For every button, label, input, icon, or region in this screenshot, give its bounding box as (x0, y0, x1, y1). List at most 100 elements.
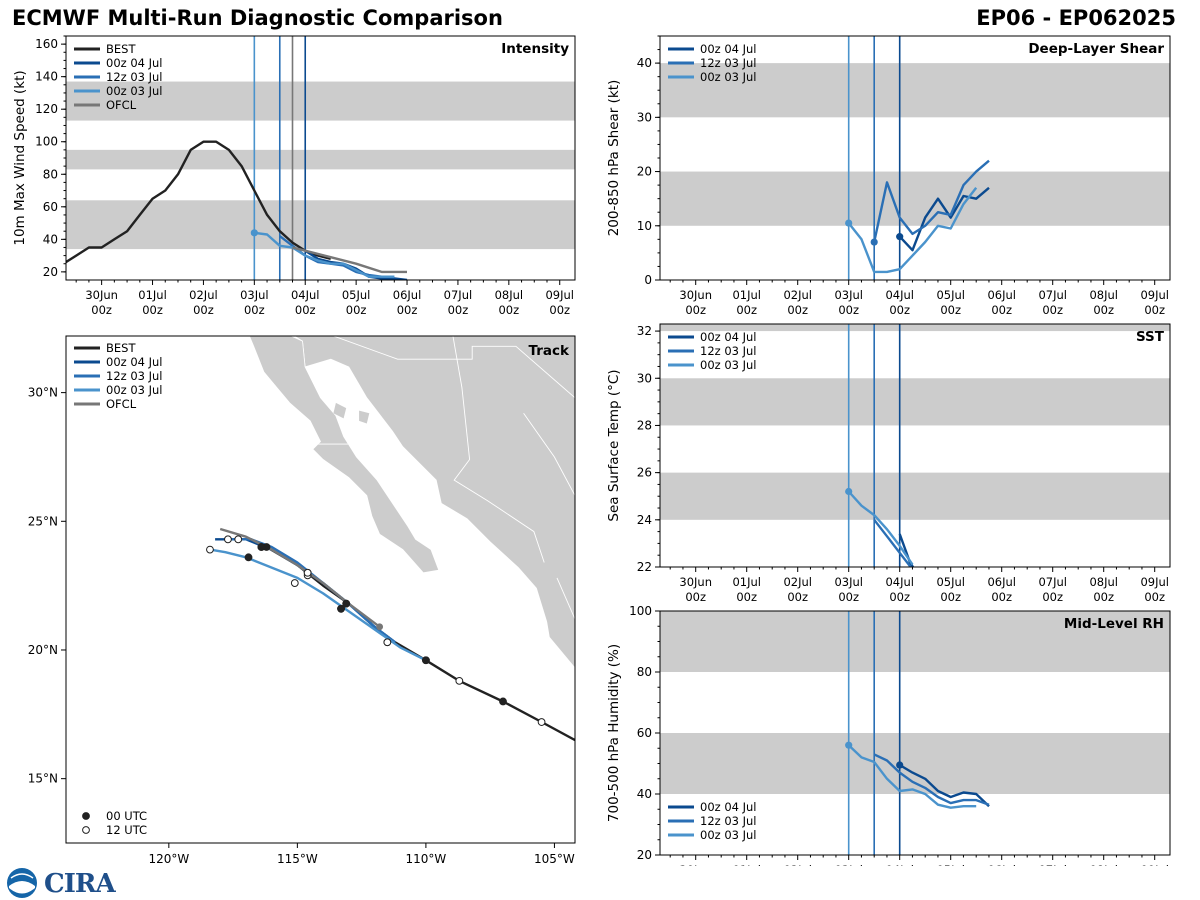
y-axis-label: 10m Max Wind Speed (kt) (12, 70, 28, 245)
x-tick-label-hour: 00z (244, 303, 265, 317)
axes-frame (65, 335, 576, 844)
x-tick-label-day: 08Jul (1089, 288, 1118, 302)
x-tick-label-day: 02Jul (783, 863, 812, 866)
track-position-marker (206, 545, 214, 554)
x-tick-label-day: 04Jul (885, 575, 914, 589)
y-tick-label: 0 (644, 273, 652, 287)
x-tick-label-day: 08Jul (1089, 863, 1118, 866)
y-tick-label: 60 (43, 200, 58, 214)
storm-id-title: EP06 - EP062025 (976, 6, 1176, 30)
x-tick-label-day: 06Jul (987, 575, 1016, 589)
sst-panel: 22242628303230Jun00z01Jul00z02Jul00z03Ju… (606, 323, 1171, 604)
x-tick-label: 115°W (277, 852, 318, 866)
x-tick-label: 110°W (406, 852, 447, 866)
series-line-00z-04-jul (304, 249, 408, 280)
x-tick-label-day: 02Jul (783, 288, 812, 302)
x-tick-label-day: 03Jul (240, 288, 269, 302)
x-tick-label: 120°W (148, 852, 189, 866)
map-area (206, 336, 575, 742)
series-start-marker (845, 741, 853, 749)
legend-label: 00z 03 Jul (700, 828, 757, 842)
series-line-00z-03-jul (254, 231, 395, 278)
x-tick-label-hour: 00z (736, 303, 757, 317)
y-tick-label: 30°N (28, 386, 58, 400)
x-tick-label-day: 03Jul (834, 863, 863, 866)
shaded-band (660, 171, 1170, 226)
y-tick-label: 20 (637, 165, 652, 179)
x-tick-label-day: 30Jun (85, 288, 118, 302)
panel-title: SST (1136, 329, 1165, 345)
x-tick-label-hour: 00z (736, 590, 757, 604)
legend-label: 12z 03 Jul (106, 70, 163, 84)
x-tick-label-hour: 00z (295, 303, 316, 317)
series-start-marker (870, 238, 878, 246)
y-tick-label: 26 (637, 466, 652, 480)
x-tick-label-day: 04Jul (885, 863, 914, 866)
x-tick-label-hour: 00z (1144, 590, 1165, 604)
x-tick-label-day: 01Jul (138, 288, 167, 302)
x-tick-label-day: 04Jul (291, 288, 320, 302)
track-position-marker (290, 579, 299, 587)
x-tick-label-hour: 00z (498, 303, 519, 317)
legend-label: 12z 03 Jul (700, 814, 757, 828)
track-map-panel: 120°W 115°W 110°W 105°W 15°N 20°N 25°N 30°N Trac… (28, 335, 576, 866)
legend-label: 00z 03 Jul (106, 84, 163, 98)
x-tick-label-day: 05Jul (936, 288, 965, 302)
plot-area (660, 611, 1170, 855)
y-tick-label: 80 (43, 167, 58, 181)
track-line-ofcl (219, 527, 381, 628)
y-tick-label: 40 (43, 232, 58, 246)
series-start-marker (896, 761, 904, 769)
x-tick-label-hour: 00z (91, 303, 112, 317)
legend-label: 00z 04 Jul (700, 800, 757, 814)
x-tick-label-day: 30Jun (679, 863, 712, 866)
x-tick-label-day: 09Jul (1140, 863, 1169, 866)
x-tick-label-day: 07Jul (1038, 288, 1067, 302)
y-tick-label: 25°N (28, 514, 58, 528)
legend-label: 00z 04 Jul (700, 42, 757, 56)
track-position-marker (303, 568, 312, 577)
series-start-marker (250, 229, 258, 237)
series-line-00z-04-jul (898, 533, 915, 567)
legend-label: BEST (106, 42, 136, 56)
x-tick-label: 105°W (534, 852, 575, 866)
x-tick-label-hour: 00z (1042, 590, 1063, 604)
x-tick-label-day: 09Jul (1140, 575, 1169, 589)
x-tick-label-hour: 00z (448, 303, 469, 317)
y-axis-label: 700-500 hPa Humidity (%) (606, 644, 622, 822)
plot-area (66, 36, 575, 280)
marker-legend-label: 12 UTC (106, 823, 147, 837)
x-tick-label-day: 08Jul (495, 288, 524, 302)
shaded-band (66, 149, 575, 170)
y-axis-label: Sea Surface Temp (°C) (606, 369, 622, 521)
marker-legend-symbol (82, 826, 90, 834)
x-tick-label-hour: 00z (787, 303, 808, 317)
track-position-marker (224, 535, 232, 544)
track-position-marker (257, 543, 266, 551)
intensity-panel: 2040608010012014016030Jun00z01Jul00z02Ju… (12, 35, 576, 317)
track-position-marker (537, 718, 546, 726)
plot-area (660, 324, 1170, 567)
shaded-band (66, 81, 575, 121)
series-line-12z-03-jul (873, 519, 913, 567)
state-border (556, 577, 575, 620)
rh-panel: 2040608010030Jun00z01Jul00z02Jul00z03Jul… (606, 604, 1171, 866)
x-tick-label-day: 01Jul (732, 863, 761, 866)
x-tick-label-hour: 00z (991, 590, 1012, 604)
x-tick-label-day: 08Jul (1089, 575, 1118, 589)
x-tick-label-day: 02Jul (189, 288, 218, 302)
x-tick-label-day: 07Jul (444, 288, 473, 302)
y-tick-label: 60 (637, 726, 652, 740)
cira-logo: CIRA (44, 869, 116, 899)
panel-title: Intensity (501, 41, 569, 57)
plot-area (660, 36, 1170, 280)
shaded-band (660, 378, 1170, 426)
legend-label: 12z 03 Jul (106, 369, 163, 383)
track-position-marker (421, 656, 430, 665)
y-tick-label: 140 (35, 70, 58, 84)
legend-label: 00z 04 Jul (106, 355, 163, 369)
y-tick-label: 40 (637, 787, 652, 801)
legend-label: BEST (106, 341, 136, 355)
track-position-marker (342, 599, 351, 608)
x-tick-label-hour: 00z (889, 590, 910, 604)
